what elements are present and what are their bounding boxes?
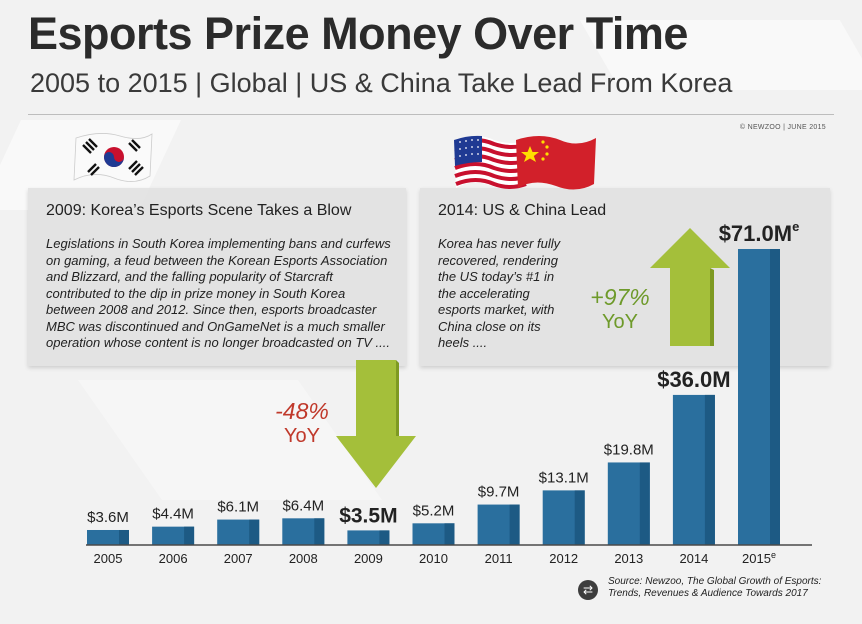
bar-shade [574,490,585,545]
source-citation: Source: Newzoo, The Global Growth of Esp… [608,576,821,600]
value-label-2014: $36.0M [657,367,730,392]
value-label-2009: $3.5M [339,504,397,527]
korea-panel-body: Legislations in South Korea implementing… [46,236,391,352]
x-tick-label-2008: 2008 [289,551,318,566]
growth-percent: +97% [590,284,650,310]
value-label-2007: $6.1M [217,499,259,516]
decline-arrow-icon [336,360,416,488]
korea-panel-line: between 2008 and 2012. Since then, espor… [46,302,377,317]
growth-change-label: +97% YoY [580,284,660,334]
x-tick-label-2013: 2013 [614,551,643,566]
page-title: Esports Prize Money Over Time [28,8,688,59]
value-label-2010: $5.2M [413,502,455,519]
bar-shade [184,526,195,545]
bar-shade [119,529,129,545]
page-subtitle: 2005 to 2015 | Global | US & China Take … [30,68,733,98]
us-china-panel-line: esports market, with [438,302,555,317]
korea-info-panel: 2009: Korea’s Esports Scene Takes a Blow… [28,188,406,366]
bar-2006 [152,526,195,545]
credit-text: © NEWZOO | JUNE 2015 [739,124,826,131]
bar-2009 [347,530,390,545]
korea-panel-line: operation whose content is no longer bro… [46,335,390,350]
value-label-2008: $6.4M [282,497,324,514]
korea-panel-line: Legislations in South Korea implementing… [46,236,391,251]
us-china-panel-line: China close on its [438,318,541,334]
source-line: Source: Newzoo, The Global Growth of Esp… [608,576,822,587]
bar-shade [639,462,650,545]
title-divider [28,114,834,115]
growth-arrow-icon [650,228,730,346]
newzoo-logo-icon: ⇄ [578,580,598,600]
growth-yoy: YoY [602,311,638,333]
us-china-panel-body: Korea has never fully recovered, renderi… [438,236,560,352]
decline-yoy: YoY [284,425,320,447]
value-label-2015: $71.0Me [719,219,800,246]
x-tick-label-2014: 2014 [679,551,708,566]
bar-shade [770,249,780,545]
x-tick-label-2007: 2007 [224,551,253,566]
bar-2005 [87,529,129,545]
bar-shade [314,518,325,545]
value-label-2011: $9.7M [478,484,520,501]
x-tick-label-2011: 2011 [485,551,513,566]
china-flag-icon [516,136,596,190]
us-china-panel-line: Korea has never fully [438,236,561,251]
decline-percent: -48% [275,398,329,424]
korea-panel-line: and Blizzard, and the falling popularity… [46,269,333,284]
us-china-panel-line: heels .... [438,335,488,350]
value-label-2012: $13.1M [539,469,589,486]
decline-change-label: -48% YoY [262,398,342,448]
korea-panel-line: MBC was discontinued and OnGameNet is a … [46,318,385,334]
korea-panel-line: contributed to the dip in prize money in… [46,285,346,301]
x-tick-label-2015: 2015e [742,550,776,566]
value-label-2005: $3.6M [87,509,129,526]
us-china-panel-line: the accelerating [438,285,530,301]
x-tick-label-2009: 2009 [354,551,383,566]
bar-2010 [412,523,455,545]
korea-panel-line: on gaming, a feud between the Korean Esp… [46,252,388,268]
x-tick-label-2006: 2006 [159,551,188,566]
bar-shade [704,394,715,545]
us-china-panel-line: the US today’s #1 in [438,269,555,284]
value-label-2006: $4.4M [152,506,194,523]
korea-panel-title: 2009: Korea’s Esports Scene Takes a Blow [46,202,352,219]
source-line: Trends, Revenues & Audience Towards 2017 [608,588,808,599]
bar-shade [444,523,455,545]
x-tick-label-2010: 2010 [419,551,448,566]
bar-shade [509,504,520,545]
x-tick-label-2005: 2005 [94,551,123,566]
us-china-panel-title: 2014: US & China Lead [438,202,607,219]
x-tick-label-2012: 2012 [549,551,578,566]
south-korea-flag-icon [73,133,153,182]
bar-shade [379,530,390,545]
bar-shade [249,519,260,545]
value-label-2013: $19.8M [604,441,654,458]
us-china-panel-line: recovered, rendering [438,252,558,268]
